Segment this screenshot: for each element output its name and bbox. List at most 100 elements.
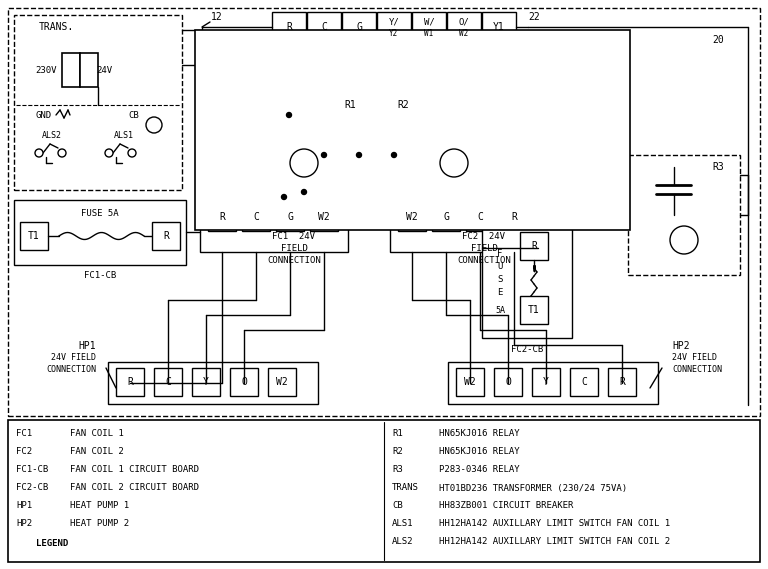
Text: FAN COIL 1: FAN COIL 1 bbox=[70, 430, 124, 439]
Bar bbox=[570, 368, 598, 396]
Text: 22: 22 bbox=[528, 12, 540, 22]
Text: W2: W2 bbox=[406, 212, 418, 222]
Circle shape bbox=[392, 152, 396, 158]
Bar bbox=[242, 203, 270, 231]
Bar bbox=[482, 12, 516, 42]
Bar bbox=[532, 368, 560, 396]
Bar bbox=[208, 203, 236, 231]
Text: W2: W2 bbox=[464, 377, 476, 387]
Text: GND: GND bbox=[36, 110, 52, 119]
Bar bbox=[520, 296, 548, 324]
Text: Y2: Y2 bbox=[389, 28, 399, 38]
Text: FAN COIL 2: FAN COIL 2 bbox=[70, 447, 124, 456]
Text: CONNECTION: CONNECTION bbox=[672, 365, 722, 374]
Bar bbox=[482, 218, 572, 338]
Text: 20: 20 bbox=[712, 35, 724, 45]
Bar bbox=[377, 12, 411, 42]
Circle shape bbox=[356, 152, 362, 158]
Text: 24V FIELD: 24V FIELD bbox=[51, 353, 96, 362]
Bar bbox=[154, 368, 182, 396]
Circle shape bbox=[128, 149, 136, 157]
Text: HP1: HP1 bbox=[78, 341, 96, 351]
Text: W2: W2 bbox=[276, 377, 288, 387]
Text: HEAT PUMP 2: HEAT PUMP 2 bbox=[70, 519, 129, 529]
Circle shape bbox=[670, 226, 698, 254]
Circle shape bbox=[146, 117, 162, 133]
Text: Y: Y bbox=[203, 377, 209, 387]
Circle shape bbox=[58, 149, 66, 157]
Text: FAN COIL 2 CIRCUIT BOARD: FAN COIL 2 CIRCUIT BOARD bbox=[70, 484, 199, 493]
Text: W2: W2 bbox=[459, 28, 468, 38]
Bar bbox=[432, 203, 460, 231]
Bar bbox=[116, 368, 144, 396]
Text: C: C bbox=[581, 377, 587, 387]
Text: T1: T1 bbox=[528, 305, 540, 315]
Bar bbox=[80, 53, 98, 87]
Text: Y/: Y/ bbox=[389, 18, 399, 27]
Text: HP2: HP2 bbox=[672, 341, 690, 351]
Text: U: U bbox=[498, 262, 503, 270]
Bar bbox=[14, 200, 186, 265]
Bar bbox=[398, 203, 426, 231]
Bar bbox=[500, 203, 528, 231]
Circle shape bbox=[322, 152, 326, 158]
Bar bbox=[342, 12, 376, 42]
Text: R: R bbox=[531, 241, 537, 251]
Bar bbox=[608, 368, 636, 396]
Text: R1: R1 bbox=[392, 430, 402, 439]
Text: HH12HA142 AUXILLARY LIMIT SWITCH FAN COIL 2: HH12HA142 AUXILLARY LIMIT SWITCH FAN COI… bbox=[439, 538, 670, 546]
Text: G: G bbox=[287, 212, 293, 222]
Text: O/: O/ bbox=[458, 18, 469, 27]
Text: FC2: FC2 bbox=[16, 447, 32, 456]
Text: ALS2: ALS2 bbox=[392, 538, 413, 546]
Text: C: C bbox=[321, 22, 327, 32]
Text: R1: R1 bbox=[344, 100, 356, 110]
Text: R2: R2 bbox=[397, 100, 409, 110]
Text: W/: W/ bbox=[424, 18, 435, 27]
Text: HP2: HP2 bbox=[16, 519, 32, 529]
Text: HN65KJ016 RELAY: HN65KJ016 RELAY bbox=[439, 430, 520, 439]
Bar bbox=[412, 12, 446, 42]
Text: O: O bbox=[241, 377, 247, 387]
Text: ALS2: ALS2 bbox=[42, 130, 62, 139]
Bar bbox=[192, 368, 220, 396]
Text: FC1: FC1 bbox=[16, 430, 32, 439]
Bar bbox=[8, 8, 760, 416]
Text: 230V: 230V bbox=[35, 65, 57, 75]
Text: P283-0346 RELAY: P283-0346 RELAY bbox=[439, 465, 520, 475]
Text: C: C bbox=[253, 212, 259, 222]
Text: T1: T1 bbox=[28, 231, 40, 241]
Text: HN65KJ016 RELAY: HN65KJ016 RELAY bbox=[439, 447, 520, 456]
Text: R2: R2 bbox=[392, 447, 402, 456]
Bar bbox=[418, 95, 490, 185]
Text: 5A: 5A bbox=[495, 306, 505, 315]
Bar bbox=[466, 203, 494, 231]
Text: FUSE 5A: FUSE 5A bbox=[81, 208, 119, 217]
Circle shape bbox=[105, 149, 113, 157]
Text: G: G bbox=[356, 22, 362, 32]
Bar bbox=[20, 222, 48, 250]
Circle shape bbox=[302, 189, 306, 195]
Text: CB: CB bbox=[128, 110, 139, 119]
Text: HH83ZB001 CIRCUIT BREAKER: HH83ZB001 CIRCUIT BREAKER bbox=[439, 501, 574, 510]
Bar bbox=[310, 203, 338, 231]
Text: 24V FIELD: 24V FIELD bbox=[672, 353, 717, 362]
Text: G: G bbox=[443, 212, 449, 222]
Circle shape bbox=[290, 149, 318, 177]
Text: TRANS: TRANS bbox=[392, 484, 419, 493]
Bar bbox=[108, 362, 318, 404]
Text: HT01BD236 TRANSFORMER (230/24 75VA): HT01BD236 TRANSFORMER (230/24 75VA) bbox=[439, 484, 627, 493]
Text: HEAT PUMP 1: HEAT PUMP 1 bbox=[70, 501, 129, 510]
Text: CB: CB bbox=[392, 501, 402, 510]
Text: S: S bbox=[498, 274, 503, 283]
Text: FC2  24V: FC2 24V bbox=[462, 232, 505, 241]
Bar bbox=[14, 15, 182, 190]
Text: FIELD: FIELD bbox=[280, 244, 307, 253]
Text: E: E bbox=[498, 287, 503, 296]
Bar bbox=[307, 12, 341, 42]
Text: FC1-CB: FC1-CB bbox=[16, 465, 48, 475]
Bar bbox=[520, 232, 548, 260]
Text: O: O bbox=[505, 377, 511, 387]
Text: FC2-CB: FC2-CB bbox=[511, 344, 543, 353]
Text: 24V: 24V bbox=[96, 65, 112, 75]
